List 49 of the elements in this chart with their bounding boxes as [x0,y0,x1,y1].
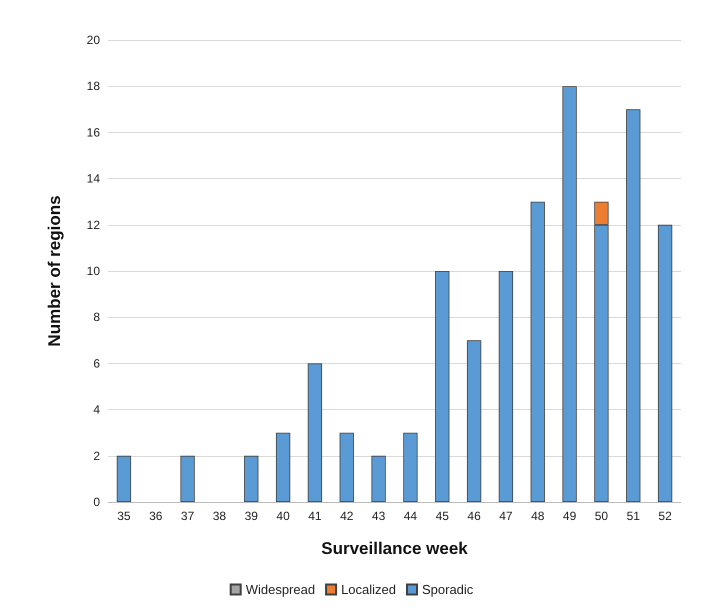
x-tick-label: 39 [244,509,258,523]
bar [435,271,450,502]
bar [562,86,577,502]
y-tick-label: 18 [86,79,100,94]
x-tick-label: 44 [404,509,418,523]
y-tick-label: 2 [93,448,100,463]
y-tick-label: 16 [86,125,100,140]
x-tick-label: 47 [499,509,513,523]
x-tick-label: 45 [436,509,450,523]
x-tick-label: 43 [372,509,386,523]
bar [116,456,132,502]
x-tick-label: 38 [212,509,226,523]
legend-label: Localized [341,582,396,597]
bar [276,432,290,502]
bar [626,109,640,502]
legend-label: Sporadic [422,582,474,597]
bar [498,271,514,502]
y-tick-label: 4 [93,402,100,417]
x-tick-label: 36 [149,509,163,523]
bar [340,432,354,502]
x-tick-label: 50 [594,509,608,523]
x-tick-label: 37 [180,509,195,523]
x-tick-label: 52 [658,509,672,523]
x-tick-label: 42 [340,509,354,523]
x-tick-label: 40 [276,509,290,523]
y-tick-label: 12 [86,218,100,232]
y-tick-label: 20 [86,33,100,47]
bar [244,456,258,502]
bar [180,456,195,502]
bar [371,456,386,502]
y-tick-label: 10 [86,264,100,278]
x-tick-label: 49 [562,509,577,523]
bar [466,340,482,502]
bar [308,363,322,502]
x-tick-label: 46 [467,509,482,523]
bar [530,202,545,502]
x-tick-label: 51 [626,509,640,523]
legend-label: Widespread [246,582,316,597]
y-tick-label: 14 [86,172,100,186]
x-tick-label: 48 [531,509,545,523]
x-axis-title: Surveillance week [321,539,468,558]
y-tick-label: 6 [93,356,100,370]
y-tick-label: 0 [93,495,100,509]
bar [658,224,672,502]
bar [403,432,418,502]
x-tick-label: 41 [308,509,322,523]
y-tick-label: 8 [93,310,100,324]
x-tick-label: 35 [117,509,131,523]
y-axis-title: Number of regions [45,195,64,347]
